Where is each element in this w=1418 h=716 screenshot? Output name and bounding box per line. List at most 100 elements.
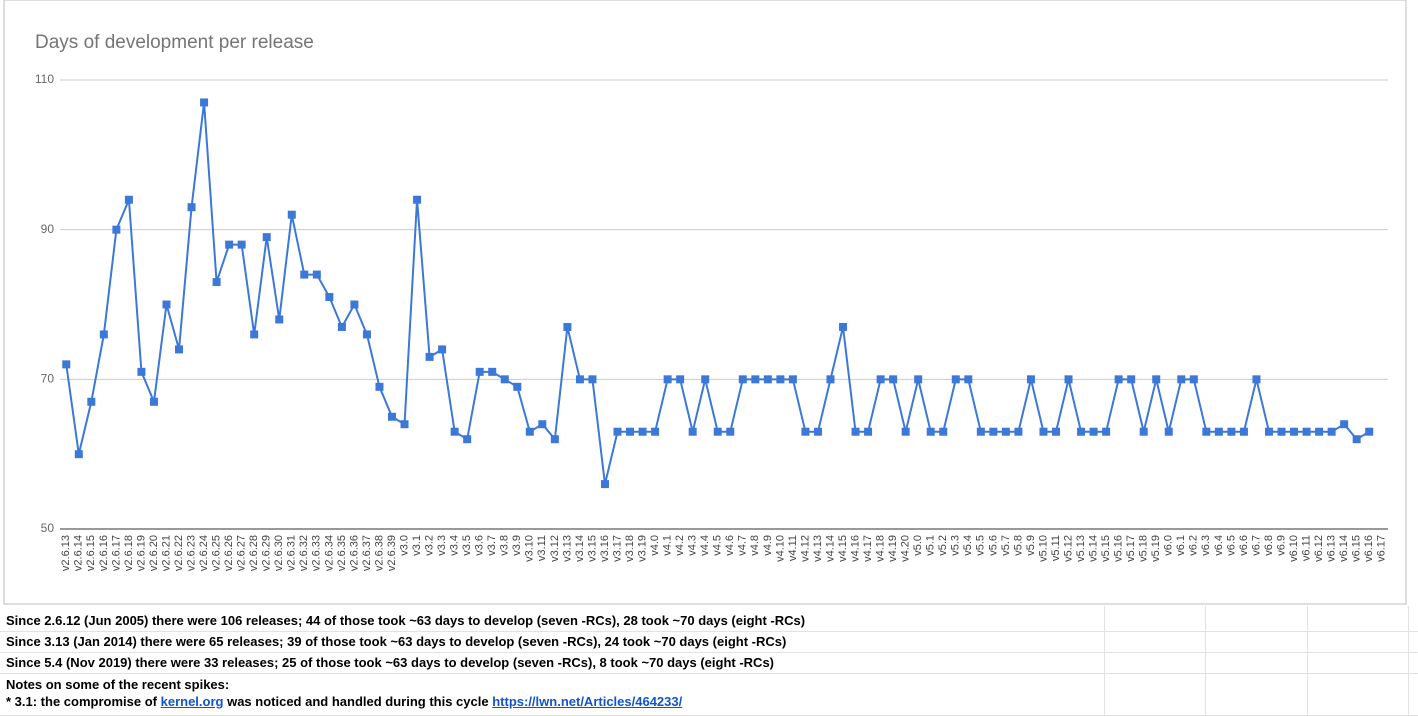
x-tick-label: v3.18 <box>624 535 636 562</box>
x-tick-label: v6.5 <box>1225 535 1237 556</box>
point <box>500 375 509 384</box>
x-tick-label: v3.9 <box>511 535 523 556</box>
point <box>563 322 572 331</box>
x-tick-label: v5.10 <box>1037 535 1049 562</box>
point <box>513 382 522 391</box>
point <box>1365 427 1374 436</box>
x-tick-label: v5.3 <box>950 535 962 556</box>
point <box>1152 375 1161 384</box>
point <box>864 427 873 436</box>
x-tick-label: v5.14 <box>1087 535 1099 562</box>
point <box>1340 420 1349 429</box>
point <box>1214 427 1223 436</box>
x-tick-label: v2.6.32 <box>298 535 310 571</box>
point <box>1164 427 1173 436</box>
point <box>112 225 121 234</box>
x-tick-label: v4.3 <box>687 535 699 556</box>
chart-title: Days of development per release <box>35 32 314 53</box>
x-tick-label: v5.9 <box>1025 535 1037 556</box>
x-tick-label: v5.4 <box>962 535 974 556</box>
point <box>375 382 384 391</box>
x-tick-label: v5.1 <box>925 535 937 556</box>
point <box>1352 435 1361 444</box>
x-tick-label: v2.6.28 <box>248 535 260 571</box>
point <box>989 427 998 436</box>
point <box>362 330 371 339</box>
point <box>1239 427 1248 436</box>
x-tick-label: v3.1 <box>411 535 423 556</box>
point <box>901 427 910 436</box>
x-tick-label: v2.6.34 <box>323 535 335 571</box>
point <box>1290 427 1299 436</box>
x-tick-label: v2.6.23 <box>185 535 197 571</box>
point <box>651 427 660 436</box>
point <box>1302 427 1311 436</box>
point <box>187 203 196 212</box>
x-tick-label: v4.4 <box>699 535 711 556</box>
x-tick-label: v2.6.39 <box>386 535 398 571</box>
point <box>275 315 284 324</box>
x-tick-label: v4.9 <box>762 535 774 556</box>
point <box>738 375 747 384</box>
point <box>1052 427 1060 436</box>
x-tick-label: v3.4 <box>449 535 461 556</box>
x-tick-label: v3.7 <box>486 535 498 556</box>
point <box>287 210 296 219</box>
link[interactable]: kernel.org <box>160 694 224 709</box>
point <box>438 345 447 354</box>
x-tick-label: v6.12 <box>1313 535 1325 562</box>
x-tick-label: v5.13 <box>1075 535 1087 562</box>
x-tick-label: v6.15 <box>1351 535 1363 562</box>
cell-border <box>1408 606 1409 716</box>
link[interactable]: https://lwn.net/Articles/464233/ <box>492 694 683 709</box>
x-tick-label: v5.15 <box>1100 535 1112 562</box>
x-tick-label: v2.6.30 <box>273 535 285 571</box>
note-row: Since 3.13 (Jan 2014) there were 65 rele… <box>0 632 1418 653</box>
x-tick-label: v4.8 <box>749 535 761 556</box>
x-tick-label: v2.6.29 <box>261 535 273 571</box>
x-tick-label: v3.12 <box>549 535 561 562</box>
x-tick-label: v3.8 <box>499 535 511 556</box>
x-tick-label: v4.15 <box>837 535 849 562</box>
point <box>701 375 710 384</box>
point <box>626 427 635 436</box>
x-tick-label: v2.6.37 <box>361 535 373 571</box>
point <box>1102 427 1111 436</box>
x-tick-label: v3.0 <box>398 535 410 556</box>
point <box>588 375 597 384</box>
point <box>889 375 898 384</box>
chart-frame <box>3 0 1407 605</box>
point <box>939 427 948 436</box>
point <box>851 427 860 436</box>
point <box>751 375 760 384</box>
x-tick-label: v3.15 <box>586 535 598 562</box>
x-tick-label: v2.6.27 <box>236 535 248 571</box>
x-tick-label: v6.1 <box>1175 535 1187 556</box>
point <box>914 375 923 384</box>
point <box>613 427 622 436</box>
point <box>1315 427 1324 436</box>
x-tick-label: v5.6 <box>987 535 999 556</box>
point <box>1202 427 1211 436</box>
cell-border <box>1205 606 1206 716</box>
x-tick-label: v2.6.15 <box>85 535 97 571</box>
note-heading: Notes on some of the recent spikes: <box>6 677 230 692</box>
x-tick-label: v6.0 <box>1163 535 1175 556</box>
x-tick-label: v4.2 <box>674 535 686 556</box>
note-row: Since 2.6.12 (Jun 2005) there were 106 r… <box>0 611 1418 632</box>
point <box>1177 375 1186 384</box>
point <box>413 195 422 204</box>
x-tick-label: v2.6.38 <box>373 535 385 571</box>
x-tick-label: v2.6.17 <box>110 535 122 571</box>
point <box>325 293 334 302</box>
x-tick-label: v4.18 <box>875 535 887 562</box>
x-tick-label: v2.6.14 <box>73 535 85 571</box>
chart: Days of development per release 50 70 90 11… <box>3 0 1407 605</box>
point <box>250 330 259 339</box>
point <box>826 375 835 384</box>
x-tick-label: v5.19 <box>1150 535 1162 562</box>
x-tick-label: v4.14 <box>824 535 836 562</box>
x-tick-label: v4.7 <box>737 535 749 556</box>
note-text: was noticed and handled during this cycl… <box>227 694 489 709</box>
